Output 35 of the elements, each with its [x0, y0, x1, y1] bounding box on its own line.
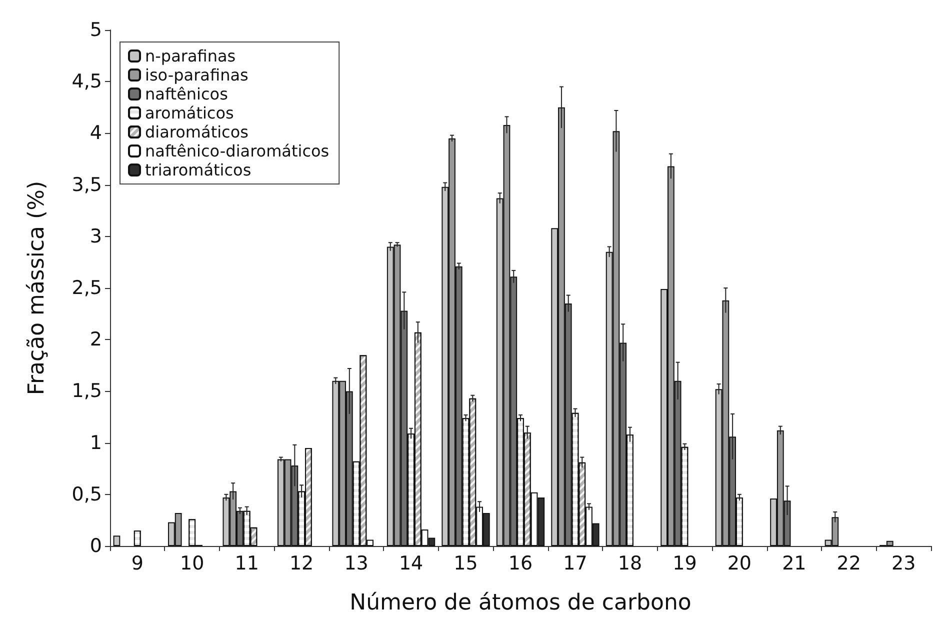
y-tick-label: 3,5 [72, 174, 102, 196]
y-tick-label: 5 [90, 19, 102, 41]
y-tick-label: 4,5 [72, 70, 102, 93]
legend-label: iso-parafinas [145, 66, 248, 84]
y-tick-label: 3 [90, 225, 102, 248]
y-axis-title: Fração mássica (%) [24, 180, 50, 396]
x-axis-title: Número de átomos de carbono [350, 590, 692, 616]
x-tick-label: 15 [454, 552, 478, 574]
y-tick-label: 2 [90, 328, 102, 351]
x-tick-label: 19 [672, 552, 697, 574]
legend-label: naftênicos [145, 84, 228, 104]
y-tick-label: 0,5 [72, 483, 102, 506]
y-tick-label: 0 [90, 535, 102, 557]
y-tick-label: 4 [90, 122, 102, 144]
x-tick-label: 14 [398, 552, 424, 574]
x-tick-label: 12 [289, 552, 314, 574]
y-tick-label: 2,5 [72, 277, 102, 299]
y-tick-label: 1 [90, 432, 102, 454]
legend-label: triaromáticos [145, 160, 252, 180]
y-tick-label: 1,5 [72, 380, 102, 402]
x-tick-label: 17 [563, 552, 588, 574]
legend-label: diaromáticos [145, 122, 248, 142]
x-tick-label: 21 [782, 552, 806, 574]
x-tick-label: 20 [727, 552, 752, 574]
x-tick-label: 23 [892, 552, 916, 574]
x-tick-label: 10 [180, 552, 204, 574]
legend-label: n-parafinas [145, 46, 236, 66]
legend-label: naftênico-diaromáticos [145, 142, 330, 160]
x-tick-label: 18 [618, 552, 642, 574]
x-tick-label: 13 [344, 552, 368, 574]
x-tick-label: 22 [836, 552, 861, 574]
legend-label: aromáticos [145, 104, 234, 122]
x-tick-label: 9 [131, 552, 144, 574]
x-tick-label: 16 [508, 552, 533, 574]
x-tick-label: 11 [234, 552, 259, 574]
